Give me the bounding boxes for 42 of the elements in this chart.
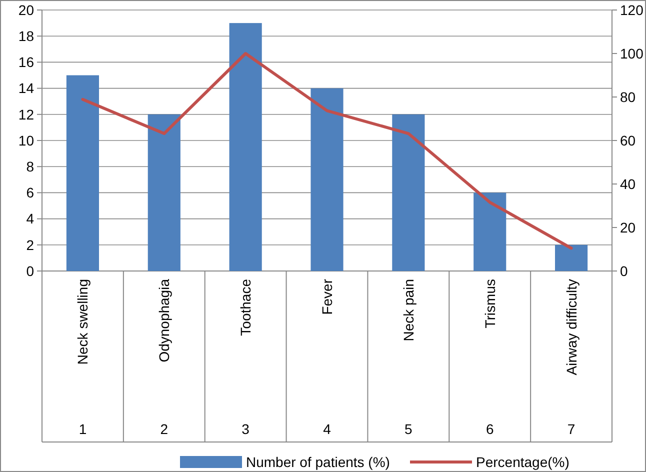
text: 2 bbox=[160, 421, 168, 437]
text: 6 bbox=[486, 421, 494, 437]
bar bbox=[392, 114, 425, 271]
y-tick-label: 8 bbox=[26, 158, 34, 174]
bar bbox=[229, 23, 262, 271]
text: 1 bbox=[78, 421, 87, 437]
y-tick-label: 0 bbox=[26, 262, 34, 279]
y2-tick-label: 40 bbox=[620, 176, 636, 192]
y-tick-label: 20 bbox=[18, 2, 34, 18]
x-tick-label: Fever bbox=[319, 278, 335, 315]
y-tick-label: 6 bbox=[26, 184, 34, 201]
legend-label: Percentage(%) bbox=[476, 454, 570, 470]
y2-tick-label: 0 bbox=[620, 262, 628, 279]
x-tick-label: Toothace bbox=[238, 278, 254, 336]
bar bbox=[310, 88, 344, 271]
y-tick-label: 18 bbox=[18, 28, 34, 44]
x-tick-label: Odynophagia bbox=[156, 278, 172, 362]
x-tick-label: Airway difficulty bbox=[563, 279, 580, 376]
bar bbox=[66, 75, 99, 271]
y2-tick-label: 100 bbox=[620, 45, 644, 62]
text: 3 bbox=[242, 421, 250, 437]
y2-tick-label: 80 bbox=[620, 88, 636, 105]
y-tick-label: 16 bbox=[18, 54, 34, 70]
x-tick-label: Trismus bbox=[482, 279, 498, 328]
y-tick-label: 12 bbox=[18, 106, 34, 122]
y-tick-label: 2 bbox=[26, 236, 34, 253]
bar bbox=[148, 114, 180, 271]
y2-tick-label: 120 bbox=[620, 2, 644, 18]
y2-tick-label: 60 bbox=[620, 132, 636, 148]
legend-label: Number of patients (%) bbox=[246, 454, 390, 470]
text: 7 bbox=[567, 421, 576, 437]
bar bbox=[474, 192, 506, 271]
y2-tick-label: 20 bbox=[620, 219, 636, 236]
text: 5 bbox=[404, 421, 413, 437]
text: 4 bbox=[323, 421, 332, 437]
y-tick-label: 4 bbox=[26, 210, 34, 227]
y-tick-label: 10 bbox=[18, 132, 34, 148]
x-tick-label: Neck swelling bbox=[74, 279, 91, 365]
bar bbox=[555, 244, 588, 271]
y-tick-label: 14 bbox=[18, 80, 34, 96]
line-series bbox=[81, 52, 573, 250]
x-tick-label: Neck pain bbox=[400, 279, 416, 342]
